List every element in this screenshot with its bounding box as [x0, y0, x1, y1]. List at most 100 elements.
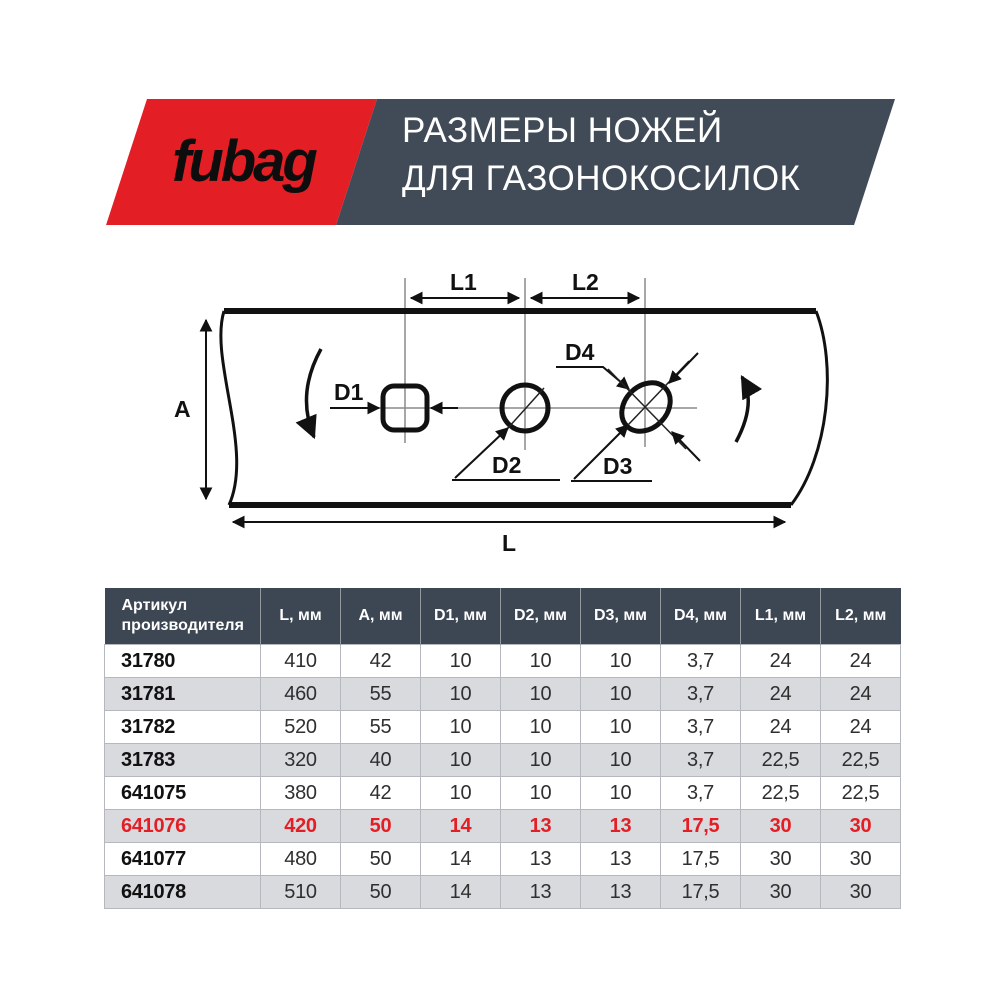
- table-row: 31782 520 55 10 10 10 3,7 24 24: [104, 710, 901, 744]
- blade-spec-table: Артикул производителя L, мм A, мм D1, мм D2…: [104, 588, 901, 909]
- value-cell: 380: [260, 776, 341, 810]
- value-cell: 13: [500, 842, 581, 876]
- value-cell: 10: [580, 677, 661, 711]
- table-row: 31780 410 42 10 10 10 3,7 24 24: [104, 644, 901, 678]
- value-cell: 55: [340, 677, 421, 711]
- value-cell: 14: [420, 809, 501, 843]
- hole-d1-square: [380, 383, 430, 433]
- value-cell: 10: [500, 776, 581, 810]
- table-row: 31783 320 40 10 10 10 3,7 22,5 22,5: [104, 743, 901, 777]
- value-cell: 510: [260, 875, 341, 909]
- value-cell: 14: [420, 842, 501, 876]
- dim-d4-arrow-lower: [671, 431, 701, 462]
- dim-d1-label: D1: [334, 379, 364, 405]
- value-cell: 10: [420, 776, 501, 810]
- blade-diagram-svg: A L L1 L2 D1 D2 D3 D4: [174, 269, 829, 556]
- value-cell: 10: [500, 743, 581, 777]
- value-cell: 30: [740, 809, 821, 843]
- value-cell: 10: [420, 710, 501, 744]
- article-cell: 641075: [104, 776, 261, 810]
- value-cell: 14: [420, 875, 501, 909]
- value-cell: 460: [260, 677, 341, 711]
- dim-d2-leader: [454, 427, 509, 479]
- table-row: 641075 380 42 10 10 10 3,7 22,5 22,5: [104, 776, 901, 810]
- value-cell: 320: [260, 743, 341, 777]
- blade-dimension-diagram: A L L1 L2 D1 D2 D3 D4: [174, 269, 829, 556]
- value-cell: 50: [340, 842, 421, 876]
- value-cell: 10: [420, 677, 501, 711]
- value-cell: 30: [820, 842, 901, 876]
- blade-left-break-edge: [219, 310, 239, 506]
- value-cell: 24: [740, 677, 821, 711]
- table-body: 31780 410 42 10 10 10 3,7 24 24 31781 460 55 10 10 10 3…: [104, 644, 901, 909]
- value-cell: 480: [260, 842, 341, 876]
- value-cell: 10: [420, 743, 501, 777]
- value-cell: 50: [340, 875, 421, 909]
- value-cell: 10: [580, 644, 661, 678]
- value-cell: 17,5: [660, 875, 741, 909]
- dim-l1-label: L1: [450, 269, 477, 295]
- table-row: 641078 510 50 14 13 13 17,5 30 30: [104, 875, 901, 909]
- table-row: 31781 460 55 10 10 10 3,7 24 24: [104, 677, 901, 711]
- dim-l2-label: L2: [572, 269, 599, 295]
- column-header: L1, мм: [740, 588, 821, 645]
- value-cell: 13: [580, 809, 661, 843]
- value-cell: 13: [580, 842, 661, 876]
- value-cell: 30: [740, 875, 821, 909]
- rotation-arrow-left: [295, 348, 323, 440]
- fubag-logo: fubag: [172, 129, 318, 194]
- value-cell: 3,7: [660, 644, 741, 678]
- column-header-article-line2: производителя: [121, 617, 244, 634]
- dim-d4-arrow-upper: [668, 352, 699, 384]
- hole-d2-circle: [499, 382, 551, 434]
- value-cell: 13: [500, 809, 581, 843]
- value-cell: 30: [820, 875, 901, 909]
- value-cell: 17,5: [660, 842, 741, 876]
- article-cell: 641077: [104, 842, 261, 876]
- banner-title-line2: ДЛЯ ГАЗОНОКОСИЛОК: [402, 159, 801, 198]
- value-cell: 10: [420, 644, 501, 678]
- column-header-article: Артикул производителя: [104, 588, 261, 645]
- value-cell: 3,7: [660, 776, 741, 810]
- value-cell: 410: [260, 644, 341, 678]
- value-cell: 3,7: [660, 677, 741, 711]
- value-cell: 30: [820, 809, 901, 843]
- table-header-row: Артикул производителя L, мм A, мм D1, мм D2…: [104, 588, 901, 645]
- dim-l-label: L: [502, 530, 516, 556]
- value-cell: 22,5: [820, 776, 901, 810]
- value-cell: 22,5: [820, 743, 901, 777]
- value-cell: 10: [580, 776, 661, 810]
- dim-d4-leader: [556, 366, 630, 390]
- value-cell: 3,7: [660, 743, 741, 777]
- value-cell: 42: [340, 644, 421, 678]
- column-header: D1, мм: [420, 588, 501, 645]
- column-header: D3, мм: [580, 588, 661, 645]
- value-cell: 17,5: [660, 809, 741, 843]
- value-cell: 22,5: [740, 776, 821, 810]
- article-cell: 31781: [104, 677, 261, 711]
- value-cell: 22,5: [740, 743, 821, 777]
- article-cell: 31783: [104, 743, 261, 777]
- dim-d3-leader: [573, 424, 629, 480]
- dim-a-label: A: [174, 396, 191, 422]
- value-cell: 24: [740, 644, 821, 678]
- column-header: L, мм: [260, 588, 341, 645]
- rotation-arrow-right: [734, 375, 763, 443]
- value-cell: 50: [340, 809, 421, 843]
- value-cell: 10: [580, 710, 661, 744]
- dim-d4-label: D4: [565, 339, 595, 365]
- value-cell: 24: [820, 710, 901, 744]
- article-cell: 641078: [104, 875, 261, 909]
- value-cell: 24: [820, 644, 901, 678]
- banner-title: РАЗМЕРЫ НОЖЕЙ ДЛЯ ГАЗОНОКОСИЛОК: [402, 107, 800, 203]
- article-cell: 31782: [104, 710, 261, 744]
- blade-right-break-edge: [789, 310, 829, 506]
- column-header-article-line1: Артикул: [121, 597, 188, 614]
- value-cell: 3,7: [660, 710, 741, 744]
- dim-d2-label: D2: [492, 452, 521, 478]
- table-row: 641076 420 50 14 13 13 17,5 30 30: [104, 809, 901, 843]
- value-cell: 40: [340, 743, 421, 777]
- value-cell: 13: [580, 875, 661, 909]
- value-cell: 520: [260, 710, 341, 744]
- value-cell: 10: [500, 677, 581, 711]
